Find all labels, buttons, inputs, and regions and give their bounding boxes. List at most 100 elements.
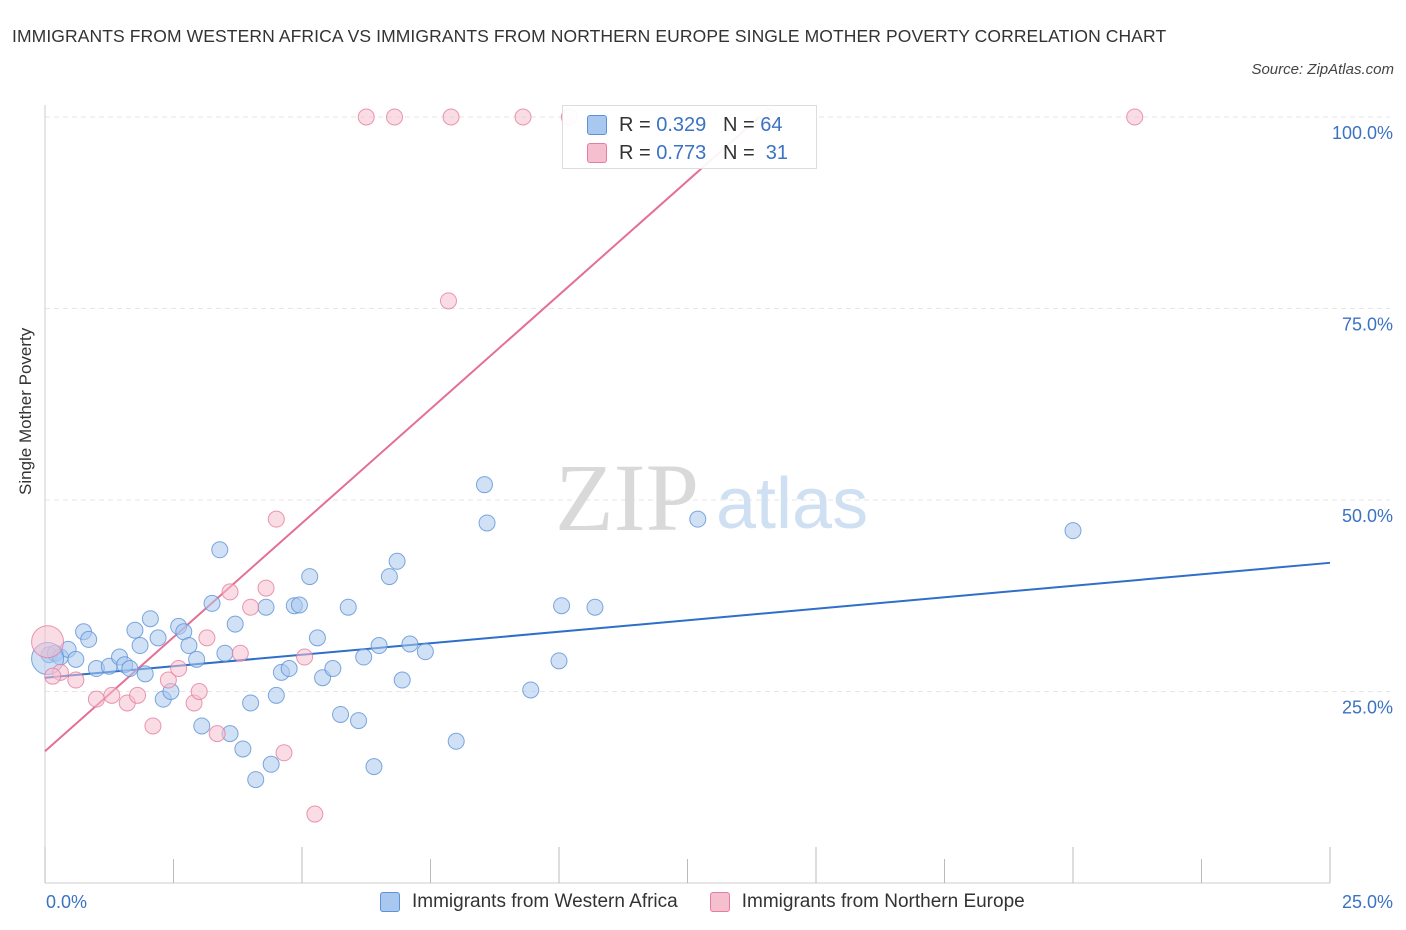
point-western-africa <box>262 755 280 773</box>
axis-layer <box>44 105 1331 884</box>
trend-line-northern-europe <box>44 116 761 752</box>
legend-n-value: 64 <box>760 113 783 136</box>
series-name: Immigrants from Northern Europe <box>741 891 1025 912</box>
point-western-africa <box>131 637 149 655</box>
point-western-africa <box>332 705 350 723</box>
point-western-africa <box>447 732 465 750</box>
point-northern-europe <box>306 805 324 823</box>
point-western-africa <box>280 660 298 678</box>
point-northern-europe <box>129 686 147 704</box>
legend-row-northern-europe: R = 0.773 N = 31 <box>587 141 788 165</box>
x-tick-label: 25.0% <box>1342 892 1393 912</box>
point-western-africa <box>126 621 144 639</box>
point-northern-europe <box>231 644 249 662</box>
point-western-africa <box>193 717 211 735</box>
point-northern-europe <box>267 510 285 528</box>
y-axis-label: Single Mother Poverty <box>16 327 35 495</box>
x-tick-label: 0.0% <box>46 892 87 912</box>
legend-n-label: N = <box>722 141 755 164</box>
chart-title: IMMIGRANTS FROM WESTERN AFRICA VS IMMIGR… <box>12 26 1167 46</box>
point-western-africa <box>522 681 540 699</box>
point-western-africa <box>475 476 493 494</box>
point-western-africa <box>180 637 198 655</box>
point-western-africa <box>211 541 229 559</box>
y-tick-label: 50.0% <box>1342 506 1393 526</box>
tick-label-layer: 25.0% 50.0% 75.0% 100.0% 0.0% 25.0% <box>46 123 1393 912</box>
point-western-africa <box>141 610 159 628</box>
point-western-africa <box>301 568 319 586</box>
series-legend: Immigrants from Western Africa Immigrant… <box>380 889 1057 915</box>
point-western-africa <box>365 758 383 776</box>
point-northern-europe <box>275 744 293 762</box>
point-western-africa <box>1064 522 1082 540</box>
legend-swatch-blue <box>587 115 607 135</box>
watermark-zip: ZIP <box>555 444 699 551</box>
legend-r-label: R = <box>619 141 651 164</box>
trend-line-western-africa <box>44 561 1331 679</box>
watermark-atlas: atlas <box>716 464 868 544</box>
point-northern-europe <box>190 683 208 700</box>
legend-n-label: N = <box>722 113 755 136</box>
series-swatch-blue <box>380 892 400 912</box>
y-tick-label: 25.0% <box>1342 698 1393 718</box>
grid-layer <box>45 116 1390 692</box>
point-western-africa <box>226 615 244 633</box>
legend-row-western-africa: R = 0.329 N = 64 <box>587 113 782 137</box>
point-western-africa <box>149 629 167 647</box>
legend-swatch-pink <box>587 143 607 163</box>
point-northern-europe <box>257 579 275 597</box>
point-western-africa <box>586 598 604 616</box>
point-western-africa <box>388 552 406 570</box>
point-northern-europe <box>198 629 216 647</box>
legend-r-value: 0.329 <box>656 113 707 136</box>
point-western-africa <box>267 686 285 704</box>
legend-r-value: 0.773 <box>656 141 707 164</box>
point-northern-europe <box>1126 108 1144 126</box>
point-western-africa <box>80 630 98 648</box>
point-western-africa <box>257 598 275 616</box>
point-western-africa <box>339 598 357 616</box>
series-name: Immigrants from Western Africa <box>412 891 678 912</box>
point-western-africa <box>416 643 434 661</box>
point-northern-europe <box>442 108 460 126</box>
point-western-africa <box>689 510 707 528</box>
point-northern-europe <box>44 667 62 685</box>
point-northern-europe <box>221 583 239 601</box>
point-northern-europe <box>87 690 105 708</box>
point-western-africa <box>370 637 388 655</box>
point-western-africa <box>478 514 496 532</box>
point-western-africa <box>350 712 368 730</box>
point-western-africa <box>393 671 411 689</box>
point-western-africa <box>308 629 326 647</box>
point-northern-europe <box>386 108 404 126</box>
point-western-africa <box>355 648 373 666</box>
point-western-africa <box>380 568 398 586</box>
point-northern-europe <box>159 671 177 689</box>
y-tick-label: 100.0% <box>1332 123 1393 143</box>
point-northern-europe <box>296 648 314 666</box>
point-western-africa <box>234 740 252 758</box>
point-northern-europe <box>67 671 85 689</box>
point-northern-europe <box>208 725 226 743</box>
point-western-africa <box>242 694 260 712</box>
trend-layer <box>44 116 1331 752</box>
point-western-africa <box>247 771 265 789</box>
point-western-africa <box>203 594 221 612</box>
point-northern-europe <box>144 717 162 735</box>
point-western-africa <box>324 660 342 678</box>
legend-r-label: R = <box>619 113 651 136</box>
series-legend-northern-europe: Immigrants from Northern Europe <box>709 891 1025 913</box>
watermark: ZIP atlas <box>555 444 868 551</box>
point-western-africa <box>401 635 419 653</box>
point-northern-europe <box>170 660 188 678</box>
point-western-africa <box>136 665 154 683</box>
point-western-africa <box>290 596 308 614</box>
point-northern-europe <box>31 625 65 659</box>
series-swatch-pink <box>709 892 730 912</box>
point-western-africa <box>188 650 206 668</box>
legend-n-value: 31 <box>765 141 789 164</box>
point-northern-europe <box>103 686 121 704</box>
point-northern-europe <box>242 598 260 616</box>
point-layer <box>31 108 1144 823</box>
